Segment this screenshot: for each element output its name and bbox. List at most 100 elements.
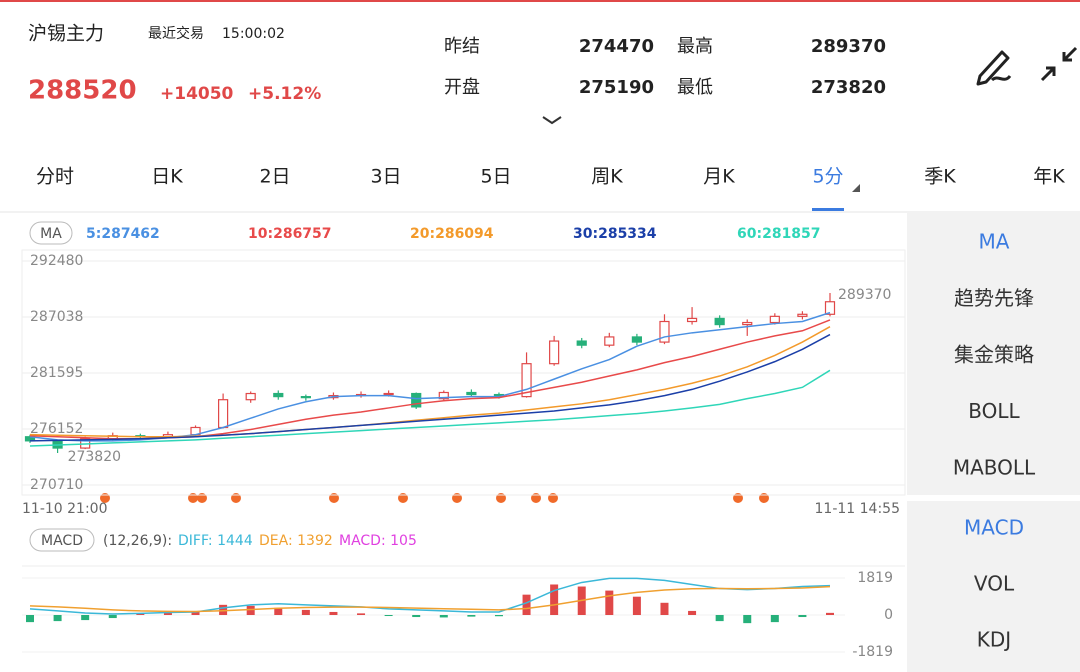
macd-legend: MACD: 105 xyxy=(339,533,417,549)
indicator-option[interactable]: BOLL xyxy=(968,399,1020,423)
low-label: 273820 xyxy=(68,449,121,465)
tab[interactable]: 日K xyxy=(151,166,183,188)
macd-bar xyxy=(108,615,117,619)
diff-legend: DIFF: 1444 xyxy=(178,533,253,549)
candle-body xyxy=(769,315,780,324)
candle-body xyxy=(383,392,394,396)
ma-legend-item: 5:287462 xyxy=(86,226,160,242)
dea-line xyxy=(29,585,831,613)
stat-label: 昨结 xyxy=(444,36,480,57)
stat-value: 275190 xyxy=(579,77,654,98)
x-start-label: 11-10 21:00 xyxy=(22,501,107,517)
macd-bar xyxy=(26,615,34,623)
macd-bar xyxy=(191,611,200,615)
ma-badge[interactable] xyxy=(29,221,73,245)
ma-legend-item: 30:285334 xyxy=(573,226,657,242)
macd-bar xyxy=(219,604,228,615)
tab[interactable]: 年K xyxy=(1033,166,1065,188)
macd-bar xyxy=(494,615,503,617)
tab-dropdown[interactable] xyxy=(852,184,860,192)
macd-bar xyxy=(770,615,779,623)
stat-value: 273820 xyxy=(811,77,886,98)
stat-value: 274470 xyxy=(579,36,654,57)
candle-body xyxy=(659,320,670,343)
x-end-label: 11-11 14:55 xyxy=(815,501,900,517)
tab[interactable]: 5日 xyxy=(480,166,511,188)
ma-legend-item: 20:286094 xyxy=(410,226,494,242)
tab[interactable]: 分时 xyxy=(36,166,74,188)
macd-bar xyxy=(550,584,559,615)
tab[interactable]: 3日 xyxy=(370,166,401,188)
candle-body xyxy=(466,391,477,396)
ma-line xyxy=(29,326,831,438)
candle-body xyxy=(218,399,229,429)
diff-line xyxy=(29,577,831,615)
indicator-option[interactable]: 趋势先锋 xyxy=(954,286,1034,310)
indicator-option[interactable]: 集金策略 xyxy=(954,343,1034,367)
high-label: 289370 xyxy=(838,287,891,303)
candle-body xyxy=(438,391,449,400)
candle-body xyxy=(631,336,642,343)
macd-bar xyxy=(715,615,724,622)
candle-body xyxy=(411,392,422,408)
macd-bar xyxy=(357,613,366,615)
indicator-option[interactable]: MA xyxy=(979,230,1010,254)
macd-bar xyxy=(329,611,338,615)
macd-bar xyxy=(798,615,807,618)
macd-bar xyxy=(632,596,641,615)
stat-value: 289370 xyxy=(811,36,886,57)
draw-icon[interactable] xyxy=(976,50,1012,86)
macd-bar xyxy=(660,602,669,615)
macd-bar xyxy=(467,615,476,617)
ma-legend-item: 10:286757 xyxy=(248,226,332,242)
y-tick-label: 0 xyxy=(884,607,893,623)
tab[interactable]: 周K xyxy=(591,166,623,188)
collapse-icon[interactable] xyxy=(1040,46,1078,82)
macd-bar xyxy=(605,590,614,615)
indicator-option[interactable]: MABOLL xyxy=(953,456,1036,480)
tab[interactable]: 5分 xyxy=(812,166,843,188)
sub-indicator-option[interactable]: MACD xyxy=(964,516,1024,540)
macd-bar xyxy=(53,615,62,622)
macd-badge-label: MACD xyxy=(41,533,83,549)
macd-bar xyxy=(439,615,448,618)
sub-indicator-option[interactable]: KDJ xyxy=(977,628,1011,652)
stat-label: 开盘 xyxy=(444,77,480,98)
macd-params: (12,26,9): xyxy=(103,533,172,549)
tab[interactable]: 季K xyxy=(924,166,956,188)
y-tick-label: 276152 xyxy=(30,421,83,437)
trade-time: 15:00:02 xyxy=(222,26,285,42)
macd-bar xyxy=(384,615,393,617)
candle-body xyxy=(714,317,725,326)
tab[interactable]: 2日 xyxy=(259,166,290,188)
sub-indicator-option[interactable]: VOL xyxy=(974,572,1015,596)
macd-bar xyxy=(412,615,421,618)
contract-name: 沪锡主力 xyxy=(28,23,104,45)
y-tick-label: 281595 xyxy=(30,365,83,381)
stat-label: 最高 xyxy=(677,36,713,57)
candle-body xyxy=(245,392,256,401)
macd-bar xyxy=(522,594,531,615)
ma-badge-label: MA xyxy=(40,226,62,242)
expand-chevron[interactable] xyxy=(542,116,562,125)
macd-bar xyxy=(274,607,283,615)
last-price: 288520 xyxy=(28,76,137,106)
candle-body xyxy=(549,340,560,365)
ma-line xyxy=(29,333,831,442)
price-change-pct: +5.12% xyxy=(248,84,321,104)
y-tick-label: 270710 xyxy=(30,477,83,493)
tab[interactable]: 月K xyxy=(703,166,735,188)
candle-body xyxy=(273,392,284,398)
candle-body xyxy=(576,340,587,346)
macd-bar xyxy=(301,609,310,615)
ma-line xyxy=(29,369,831,447)
candle-body xyxy=(300,396,311,399)
macd-bar xyxy=(81,615,90,621)
dea-legend: DEA: 1392 xyxy=(259,533,333,549)
macd-bar xyxy=(163,612,172,615)
macd-bar xyxy=(688,610,697,615)
y-tick-label: -1819 xyxy=(852,644,893,660)
ma-legend-item: 60:281857 xyxy=(737,226,821,242)
macd-badge[interactable] xyxy=(29,528,95,552)
